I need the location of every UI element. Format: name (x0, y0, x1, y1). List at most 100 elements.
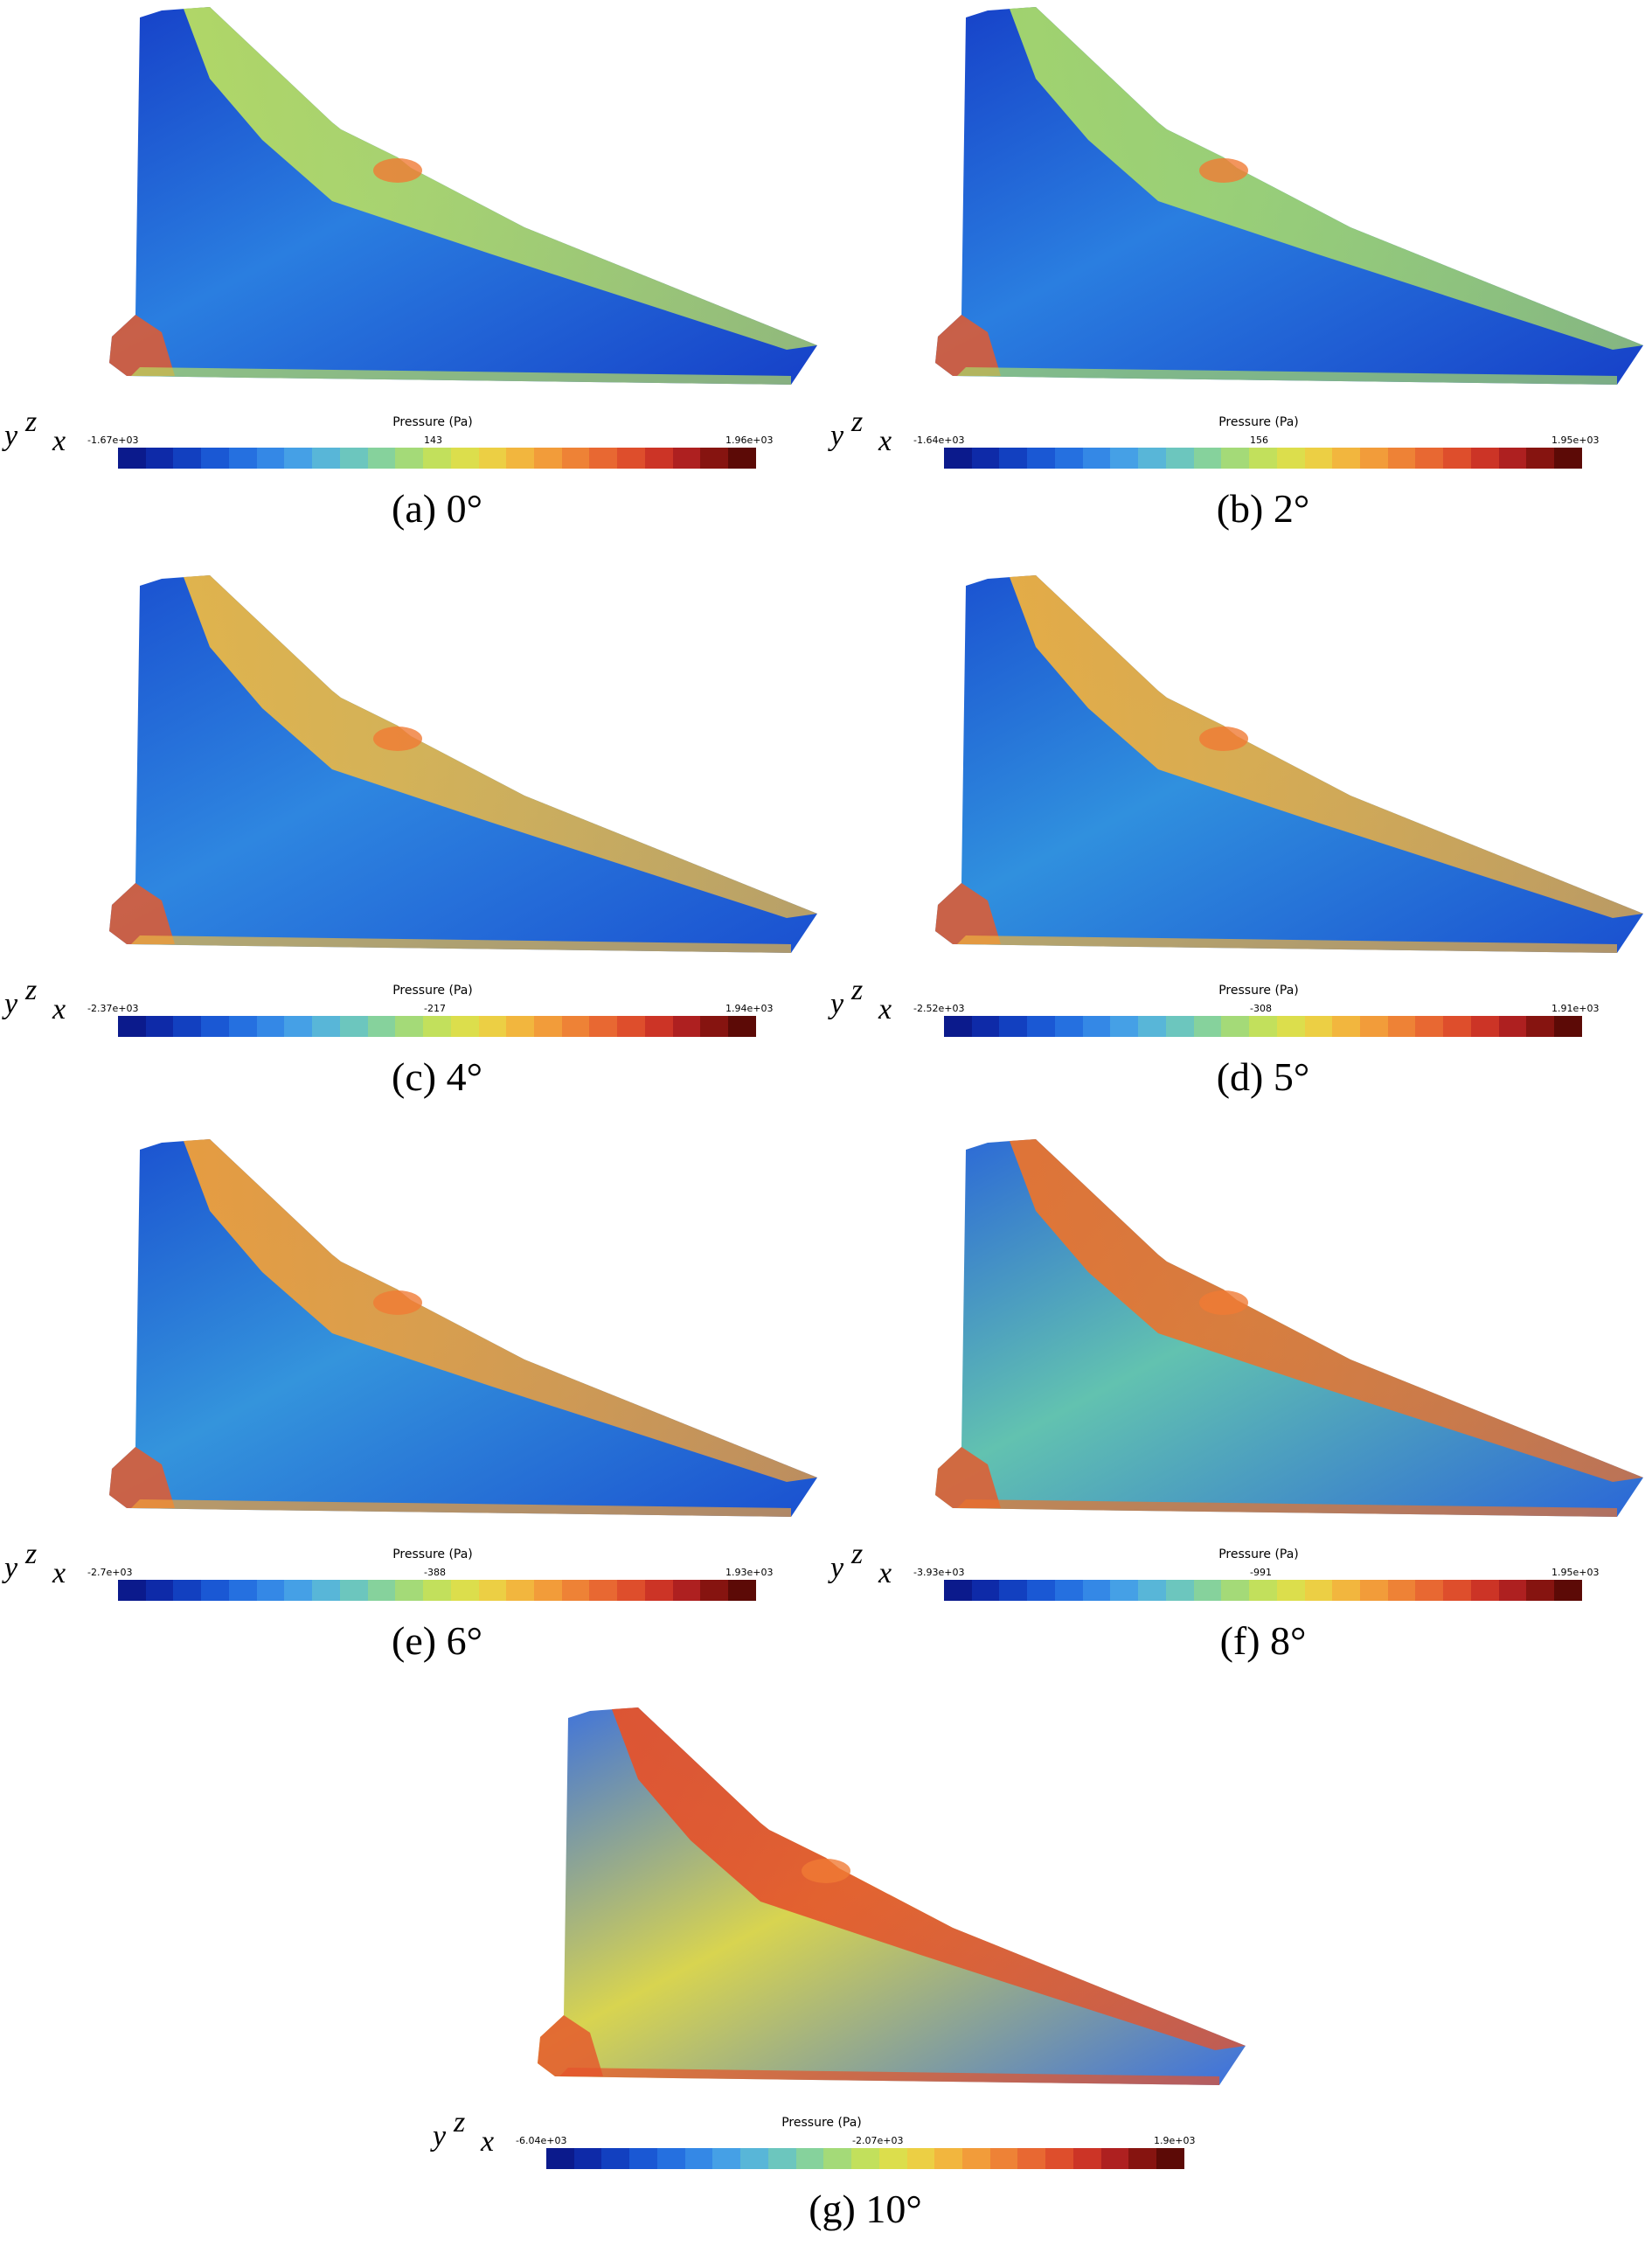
colorbar-swatch (118, 1580, 146, 1601)
colorbar-swatch (644, 1016, 673, 1037)
colorbar-swatch (561, 1016, 590, 1037)
axis-label-y: y (4, 1552, 18, 1584)
legend-title: Pressure (Pa) (781, 2116, 862, 2130)
colorbar-swatch (423, 1580, 451, 1601)
colorbar-swatch (450, 1580, 479, 1601)
colorbar-swatch (672, 1580, 701, 1601)
colorbar-swatch (1498, 448, 1527, 469)
colorbar-swatch (767, 2148, 796, 2169)
colorbar-max-label: 1.95e+03 (1551, 435, 1600, 446)
colorbar-swatch (971, 448, 1000, 469)
colorbar-swatch (1387, 1580, 1416, 1601)
colorbar-min-label: -3.93e+03 (913, 1567, 965, 1578)
colorbar-swatch (962, 2148, 990, 2169)
colorbar-swatch (506, 448, 535, 469)
colorbar-swatch (1470, 448, 1499, 469)
panel-caption: (e) 6° (392, 1618, 482, 1663)
colorbar-swatch (1470, 1016, 1499, 1037)
colorbar-swatch (1332, 448, 1361, 469)
colorbar-swatch (1054, 1580, 1083, 1601)
colorbar-mid-label: -308 (1250, 1003, 1272, 1014)
colorbar-swatch (145, 1016, 174, 1037)
colorbar-mid-label: -388 (424, 1567, 446, 1578)
panel-caption: (g) 10° (809, 2187, 922, 2231)
panel-b: y z x Pressure (Pa) -1.64e+03 156 1.95e+03 (b) … (826, 0, 1652, 560)
colorbar-swatch (1082, 448, 1111, 469)
pressure-colorbar (118, 1580, 756, 1601)
axis-label-x: x (878, 993, 892, 1026)
legend-title: Pressure (Pa) (392, 1547, 473, 1561)
colorbar-swatch (672, 448, 701, 469)
colorbar-swatch (284, 1016, 313, 1037)
colorbar-swatch (1193, 1580, 1222, 1601)
colorbar-swatch (1138, 1580, 1166, 1601)
colorbar-swatch (999, 1016, 1028, 1037)
colorbar-swatch (1526, 448, 1555, 469)
colorbar-swatch (534, 448, 562, 469)
colorbar-swatch (1249, 1016, 1277, 1037)
colorbar-swatch (989, 2148, 1018, 2169)
colorbar-swatch (629, 2148, 657, 2169)
axis-label-y: y (4, 988, 18, 1020)
colorbar-swatch (1045, 2148, 1073, 2169)
colorbar-swatch (1221, 1016, 1250, 1037)
axis-label-z: z (25, 406, 38, 438)
pressure-colorbar (944, 1016, 1582, 1037)
colorbar-swatch (1276, 1580, 1305, 1601)
colorbar-max-label: 1.91e+03 (1551, 1003, 1600, 1014)
colorbar-swatch (1054, 448, 1083, 469)
colorbar-swatch (339, 1016, 368, 1037)
colorbar-swatch (173, 448, 202, 469)
colorbar-swatch (1054, 1016, 1083, 1037)
pressure-colorbar (118, 1016, 756, 1037)
colorbar-swatch (395, 448, 424, 469)
panel-f: y z x Pressure (Pa) -3.93e+03 -991 1.95e+03 (f)… (826, 1132, 1652, 1692)
colorbar-swatch (740, 2148, 768, 2169)
colorbar-max-label: 1.9e+03 (1154, 2135, 1196, 2146)
colorbar-swatch (700, 448, 729, 469)
colorbar-swatch (546, 2148, 574, 2169)
panel-c: y z x Pressure (Pa) -2.37e+03 -217 1.94e+03 (c)… (0, 568, 826, 1128)
colorbar-min-label: -2.37e+03 (87, 1003, 139, 1014)
colorbar-swatch (906, 2148, 935, 2169)
colorbar-swatch (534, 1580, 562, 1601)
pressure-colorbar (118, 448, 756, 469)
colorbar-swatch (712, 2148, 741, 2169)
colorbar-swatch (367, 1016, 396, 1037)
colorbar-swatch (1387, 1016, 1416, 1037)
colorbar-swatch (1027, 448, 1055, 469)
colorbar-swatch (1360, 448, 1388, 469)
axis-label-y: y (433, 2120, 447, 2152)
colorbar-swatch (1027, 1016, 1055, 1037)
colorbar-swatch (1554, 448, 1582, 469)
colorbar-swatch (1498, 1016, 1527, 1037)
colorbar-swatch (201, 448, 229, 469)
panel-d: y z x Pressure (Pa) -2.52e+03 -308 1.91e+03 (d)… (826, 568, 1652, 1128)
axis-label-y: y (4, 420, 18, 452)
legend-title: Pressure (Pa) (1218, 984, 1299, 998)
colorbar-swatch (1027, 1580, 1055, 1601)
axis-label-z: z (851, 974, 864, 1006)
colorbar-swatch (256, 1016, 285, 1037)
panel-g: y z x Pressure (Pa) -6.04e+03 -2.07e+03 1.9e+0… (428, 1700, 1254, 2260)
colorbar-swatch (944, 1580, 972, 1601)
colorbar-swatch (1072, 2148, 1101, 2169)
panel-caption: (f) 8° (1219, 1618, 1307, 1663)
colorbar-swatch (256, 448, 285, 469)
legend-title: Pressure (Pa) (392, 984, 473, 998)
axis-label-z: z (454, 2106, 466, 2138)
colorbar-swatch (1443, 448, 1471, 469)
colorbar-swatch (999, 1580, 1028, 1601)
colorbar-swatch (700, 1016, 729, 1037)
colorbar-swatch (934, 2148, 963, 2169)
colorbar-swatch (1360, 1016, 1388, 1037)
colorbar-swatch (534, 1016, 562, 1037)
pressure-colorbar (944, 1580, 1582, 1601)
legend-title: Pressure (Pa) (392, 415, 473, 429)
colorbar-swatch (1017, 2148, 1046, 2169)
colorbar-swatch (423, 1016, 451, 1037)
